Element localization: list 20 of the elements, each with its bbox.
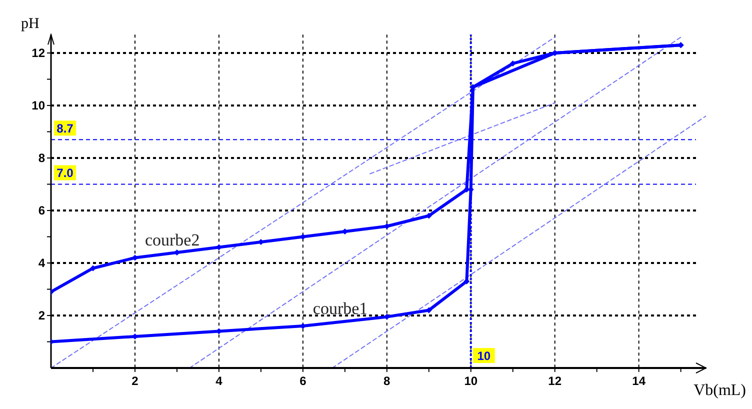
y-tick-label: 2	[38, 308, 46, 322]
ref-line-label: 10	[477, 349, 491, 363]
ref-line-label: 7.0	[56, 166, 74, 180]
x-axis-title: Vb(mL)	[694, 382, 746, 399]
y-tick-label: 4	[38, 256, 46, 270]
x-tick-label: 4	[216, 374, 223, 388]
x-tick-label: 8	[384, 374, 391, 388]
series-label: courbe1	[312, 298, 368, 318]
y-tick-label: 10	[32, 98, 46, 112]
y-tick-label: 6	[38, 203, 46, 218]
x-tick-label: 6	[300, 374, 307, 388]
x-tick-label: 2	[132, 374, 139, 388]
y-tick-label: 8	[38, 150, 46, 165]
y-tick-label: 12	[32, 46, 46, 60]
ref-line-label: 8.7	[56, 122, 74, 136]
x-tick-label: 12	[548, 374, 562, 388]
x-tick-label: 10	[464, 374, 478, 388]
x-tick-label: 14	[632, 374, 646, 388]
y-axis-title: pH	[21, 16, 40, 32]
series-label: courbe2	[144, 230, 200, 250]
